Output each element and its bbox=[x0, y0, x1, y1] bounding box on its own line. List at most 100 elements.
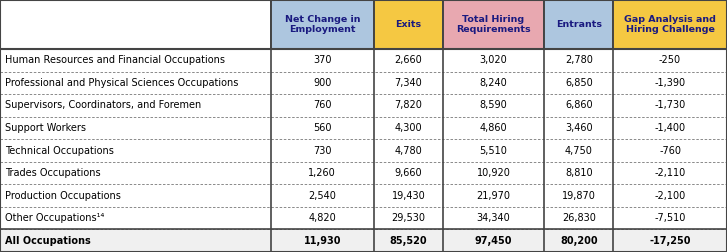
Bar bbox=[270, 184, 374, 207]
Text: Entrants: Entrants bbox=[555, 20, 602, 29]
Bar bbox=[270, 0, 374, 49]
Text: 6,850: 6,850 bbox=[565, 78, 593, 88]
Bar bbox=[374, 0, 443, 49]
Bar bbox=[0, 162, 270, 184]
Bar bbox=[443, 49, 545, 72]
Bar bbox=[613, 230, 727, 252]
Bar bbox=[545, 207, 613, 230]
Bar bbox=[270, 162, 374, 184]
Bar bbox=[270, 49, 374, 72]
Bar bbox=[613, 49, 727, 72]
Bar bbox=[443, 117, 545, 139]
Bar bbox=[270, 230, 374, 252]
Bar bbox=[374, 117, 443, 139]
Text: 26,830: 26,830 bbox=[562, 213, 595, 223]
Bar bbox=[443, 139, 545, 162]
Bar bbox=[374, 207, 443, 230]
Bar bbox=[613, 117, 727, 139]
Bar bbox=[613, 162, 727, 184]
Bar bbox=[0, 72, 270, 94]
Text: Net Change in
Employment: Net Change in Employment bbox=[284, 15, 360, 34]
Text: 21,970: 21,970 bbox=[477, 191, 510, 201]
Text: -17,250: -17,250 bbox=[649, 236, 691, 246]
Text: -1,400: -1,400 bbox=[654, 123, 686, 133]
Bar bbox=[374, 139, 443, 162]
Text: -2,110: -2,110 bbox=[654, 168, 686, 178]
Bar bbox=[443, 72, 545, 94]
Text: 29,530: 29,530 bbox=[391, 213, 425, 223]
Bar bbox=[374, 184, 443, 207]
Bar bbox=[270, 139, 374, 162]
Text: 8,590: 8,590 bbox=[480, 101, 507, 110]
Bar bbox=[545, 117, 613, 139]
Text: -250: -250 bbox=[659, 55, 681, 66]
Text: 370: 370 bbox=[313, 55, 332, 66]
Text: 2,780: 2,780 bbox=[565, 55, 593, 66]
Text: 80,200: 80,200 bbox=[560, 236, 598, 246]
Bar bbox=[443, 230, 545, 252]
Text: 19,430: 19,430 bbox=[391, 191, 425, 201]
Text: 6,860: 6,860 bbox=[565, 101, 593, 110]
Text: 5,510: 5,510 bbox=[480, 146, 507, 155]
Text: Support Workers: Support Workers bbox=[5, 123, 86, 133]
Text: 8,240: 8,240 bbox=[480, 78, 507, 88]
Bar bbox=[443, 94, 545, 117]
Text: Other Occupations¹⁴: Other Occupations¹⁴ bbox=[5, 213, 105, 223]
Text: Technical Occupations: Technical Occupations bbox=[5, 146, 114, 155]
Bar bbox=[545, 230, 613, 252]
Text: 4,820: 4,820 bbox=[308, 213, 336, 223]
Text: 1,260: 1,260 bbox=[308, 168, 336, 178]
Bar bbox=[613, 0, 727, 49]
Bar bbox=[0, 230, 270, 252]
Bar bbox=[0, 0, 270, 49]
Bar bbox=[374, 162, 443, 184]
Text: 4,780: 4,780 bbox=[395, 146, 422, 155]
Bar bbox=[613, 72, 727, 94]
Text: Professional and Physical Sciences Occupations: Professional and Physical Sciences Occup… bbox=[5, 78, 238, 88]
Text: 8,810: 8,810 bbox=[565, 168, 593, 178]
Text: 19,870: 19,870 bbox=[562, 191, 595, 201]
Bar bbox=[0, 94, 270, 117]
Bar bbox=[545, 139, 613, 162]
Bar bbox=[443, 162, 545, 184]
Bar bbox=[270, 72, 374, 94]
Bar bbox=[270, 117, 374, 139]
Bar bbox=[374, 49, 443, 72]
Text: 2,660: 2,660 bbox=[395, 55, 422, 66]
Text: -760: -760 bbox=[659, 146, 681, 155]
Text: Supervisors, Coordinators, and Foremen: Supervisors, Coordinators, and Foremen bbox=[5, 101, 201, 110]
Bar bbox=[545, 49, 613, 72]
Text: 3,460: 3,460 bbox=[565, 123, 593, 133]
Text: Exits: Exits bbox=[395, 20, 422, 29]
Text: 2,540: 2,540 bbox=[308, 191, 337, 201]
Text: Total Hiring
Requirements: Total Hiring Requirements bbox=[457, 15, 531, 34]
Bar bbox=[443, 0, 545, 49]
Text: 4,300: 4,300 bbox=[395, 123, 422, 133]
Text: 7,340: 7,340 bbox=[395, 78, 422, 88]
Text: Gap Analysis and
Hiring Challenge: Gap Analysis and Hiring Challenge bbox=[624, 15, 716, 34]
Text: 9,660: 9,660 bbox=[395, 168, 422, 178]
Text: 97,450: 97,450 bbox=[475, 236, 513, 246]
Bar bbox=[613, 207, 727, 230]
Bar bbox=[613, 94, 727, 117]
Bar bbox=[374, 94, 443, 117]
Text: 34,340: 34,340 bbox=[477, 213, 510, 223]
Text: 730: 730 bbox=[313, 146, 332, 155]
Bar bbox=[545, 184, 613, 207]
Text: -1,390: -1,390 bbox=[654, 78, 686, 88]
Text: 4,750: 4,750 bbox=[565, 146, 593, 155]
Bar bbox=[443, 184, 545, 207]
Text: Trades Occupations: Trades Occupations bbox=[5, 168, 101, 178]
Bar bbox=[0, 207, 270, 230]
Bar bbox=[0, 184, 270, 207]
Text: 7,820: 7,820 bbox=[394, 101, 422, 110]
Bar bbox=[374, 230, 443, 252]
Bar bbox=[0, 117, 270, 139]
Text: 560: 560 bbox=[313, 123, 332, 133]
Bar bbox=[613, 139, 727, 162]
Text: 85,520: 85,520 bbox=[390, 236, 427, 246]
Bar bbox=[545, 94, 613, 117]
Text: Production Occupations: Production Occupations bbox=[5, 191, 121, 201]
Bar bbox=[545, 0, 613, 49]
Text: 10,920: 10,920 bbox=[477, 168, 510, 178]
